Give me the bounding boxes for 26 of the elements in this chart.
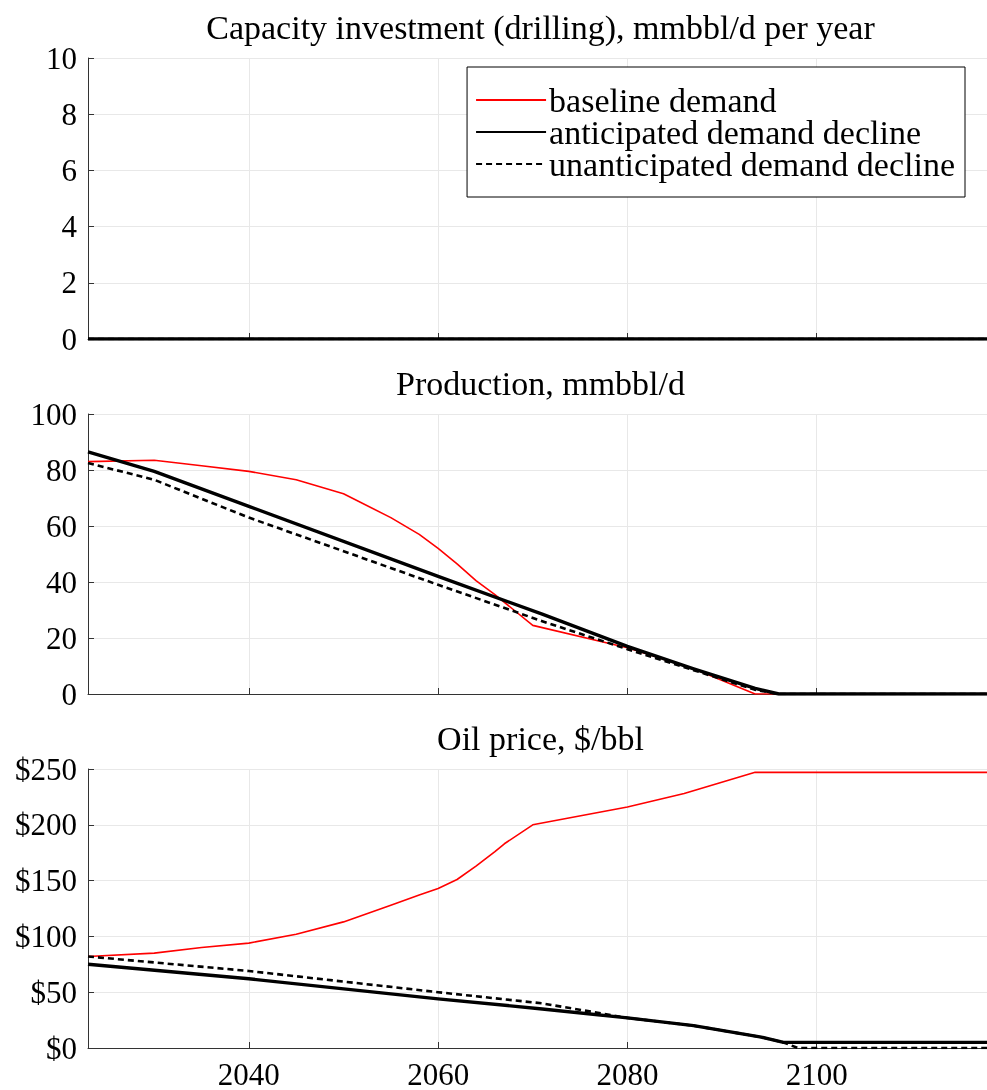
x-tick-label: 2100 bbox=[785, 1057, 848, 1090]
y-tick-label: $100 bbox=[15, 918, 77, 954]
y-tick-label: 10 bbox=[46, 40, 77, 76]
y-tick-label: $0 bbox=[46, 1030, 77, 1066]
y-tick-label: 0 bbox=[61, 676, 77, 712]
chart-title: Production, mmbbl/d bbox=[396, 364, 685, 402]
y-tick-label: 0 bbox=[61, 321, 77, 357]
y-tick-label: $200 bbox=[15, 807, 77, 843]
y-tick-label: $150 bbox=[15, 863, 77, 899]
chart-title: Oil price, $/bbl bbox=[437, 719, 644, 757]
y-tick-label: 2 bbox=[61, 265, 77, 301]
x-tick-label: 2080 bbox=[596, 1057, 659, 1090]
legend-label: baseline demand bbox=[549, 81, 777, 119]
y-tick-label: 80 bbox=[46, 452, 77, 488]
y-tick-label: 100 bbox=[30, 396, 77, 432]
y-tick-label: $50 bbox=[30, 974, 77, 1010]
y-tick-label: 20 bbox=[46, 620, 77, 656]
y-tick-label: $250 bbox=[15, 751, 77, 787]
y-tick-label: 4 bbox=[61, 209, 78, 245]
x-tick-label: 2040 bbox=[217, 1057, 280, 1090]
y-tick-label: 6 bbox=[61, 152, 77, 188]
y-tick-label: 60 bbox=[46, 508, 77, 544]
y-tick-label: 40 bbox=[46, 564, 77, 600]
y-tick-label: 8 bbox=[61, 96, 77, 132]
chart-title: Capacity investment (drilling), mmbbl/d per year bbox=[206, 8, 876, 47]
x-tick-label: 2060 bbox=[407, 1057, 470, 1090]
